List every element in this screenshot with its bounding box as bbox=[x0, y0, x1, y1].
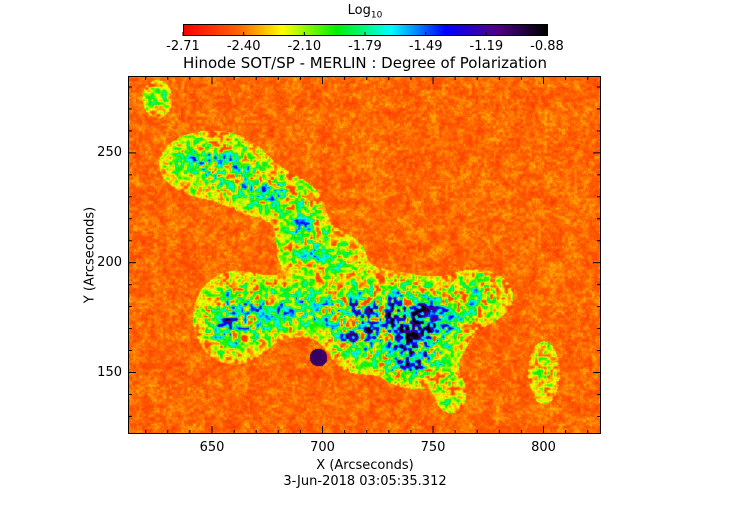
colorbar-tick-label: -2.10 bbox=[287, 39, 322, 54]
colorbar-tick-label: -0.88 bbox=[530, 39, 564, 54]
colorbar-label: Log10 bbox=[347, 3, 383, 21]
colorbar-tick-label: -1.79 bbox=[348, 39, 382, 54]
heatmap-image bbox=[128, 76, 601, 434]
colorbar-tick-label: -1.49 bbox=[408, 39, 443, 54]
y-axis-label: Y (Arcseconds) bbox=[82, 206, 98, 304]
y-tick-label: 150 bbox=[97, 364, 122, 380]
colorbar-tick-label: -1.19 bbox=[469, 39, 504, 54]
x-axis-label: X (Arcseconds) bbox=[316, 458, 414, 473]
x-tick-label: 800 bbox=[531, 440, 556, 455]
colorbar-tick-label: -2.71 bbox=[166, 39, 200, 54]
y-tick-label: 250 bbox=[97, 144, 122, 160]
chart-subtitle: 3-Jun-2018 03:05:35.312 bbox=[283, 474, 447, 489]
y-tick-label: 200 bbox=[97, 254, 122, 270]
x-tick-label: 650 bbox=[199, 440, 225, 455]
chart-title: Hinode SOT/SP - MERLIN : Degree of Polar… bbox=[183, 54, 547, 72]
x-tick-label: 700 bbox=[310, 440, 335, 455]
colorbar-tick-label: -2.40 bbox=[226, 39, 261, 54]
x-tick-label: 750 bbox=[420, 440, 446, 455]
